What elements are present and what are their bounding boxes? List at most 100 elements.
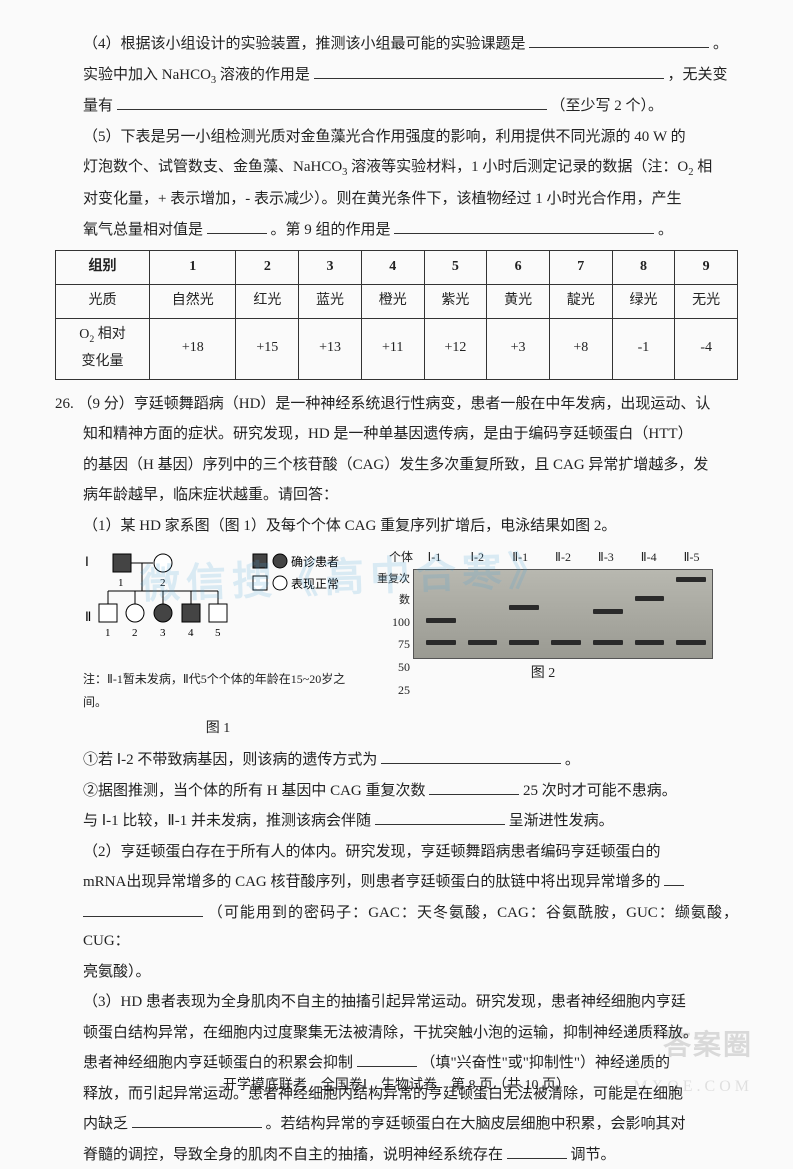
col: Ⅰ-2: [456, 546, 499, 569]
figures-row: Ⅰ 1 2 确诊患者 表现正常 Ⅱ: [83, 546, 738, 742]
col: Ⅰ-1: [413, 546, 456, 569]
svg-text:1: 1: [118, 577, 124, 589]
q4-line3: 量有 （至少写 2 个）。: [55, 92, 738, 121]
svg-text:Ⅰ: Ⅰ: [85, 554, 89, 569]
th: 1: [150, 251, 236, 285]
blank: [664, 871, 684, 886]
blank: [375, 810, 505, 825]
pedigree-chart: Ⅰ 1 2 确诊患者 表现正常 Ⅱ: [83, 546, 353, 666]
th: 4: [361, 251, 424, 285]
t: ①若 Ⅰ-2 不带致病基因，则该病的遗传方式为: [83, 752, 377, 768]
t: mRNA出现异常增多的 CAG 核苷酸序列，则患者亨廷顿蛋白的肽链中将出现异常增…: [83, 874, 661, 890]
blank: [132, 1113, 262, 1128]
th: 7: [549, 251, 612, 285]
q26-3e: 内缺乏 。若结构异常的亨廷顿蛋白在大脑皮层细胞中积累，会影响其对: [55, 1110, 738, 1139]
svg-text:3: 3: [160, 627, 166, 639]
td: -1: [612, 318, 675, 379]
td: 无光: [675, 284, 738, 318]
figure-2: 个体 Ⅰ-1 Ⅰ-2 Ⅱ-1 Ⅱ-2 Ⅱ-3 Ⅱ-4 Ⅱ-5 重复次数 100 …: [373, 546, 713, 687]
light-table: 组别 1 2 3 4 5 6 7 8 9 光质 自然光 红光 蓝光 橙光 紫光 …: [55, 250, 738, 379]
t: 相: [697, 159, 712, 175]
fig2-label: 图 2: [373, 661, 713, 688]
q4-l2a: 实验中加入 NaHCO: [83, 67, 211, 83]
q4-line1: （4）根据该小组设计的实验装置，推测该小组最可能的实验课题是 。: [55, 30, 738, 59]
q26-2a: （2）亨廷顿蛋白存在于所有人的体内。研究发现，亨廷顿舞蹈病患者编码亨廷顿蛋白的: [55, 838, 738, 867]
q4-l3b: （至少写 2 个）。: [551, 98, 664, 114]
col: Ⅱ-5: [670, 546, 713, 569]
td: +3: [487, 318, 550, 379]
td: +12: [424, 318, 487, 379]
blank: [507, 1144, 567, 1159]
td: 红光: [236, 284, 299, 318]
td: -4: [675, 318, 738, 379]
td: O2 相对 变化量: [56, 318, 150, 379]
figure-1: Ⅰ 1 2 确诊患者 表现正常 Ⅱ: [83, 546, 353, 742]
table-row: O2 相对 变化量 +18 +15 +13 +11 +12 +3 +8 -1 -…: [56, 318, 738, 379]
th: 组别: [56, 251, 150, 285]
th: 8: [612, 251, 675, 285]
q4-l2c: ，无关变: [667, 67, 727, 83]
svg-text:确诊患者: 确诊患者: [291, 555, 339, 569]
q26-3a: （3）HD 患者表现为全身肌肉不自主的抽搐引起异常运动。研究发现，患者神经细胞内…: [55, 988, 738, 1017]
yv: 75: [373, 633, 410, 656]
q5-l4: 氧气总量相对值是 。第 9 组的作用是 。: [55, 216, 738, 245]
td: +8: [549, 318, 612, 379]
q26-num: 26.: [55, 396, 74, 412]
blank: [117, 95, 547, 110]
col: Ⅱ-1: [499, 546, 542, 569]
table-row: 光质 自然光 红光 蓝光 橙光 紫光 黄光 靛光 绿光 无光: [56, 284, 738, 318]
yv: 50: [373, 656, 410, 679]
blank: [429, 780, 519, 795]
q26-h3: 的基因（H 基因）序列中的三个核苷酸（CAG）发生多次重复所致，且 CAG 异常…: [55, 451, 738, 480]
th: 2: [236, 251, 299, 285]
q26-head: 26. （9 分）亨廷顿舞蹈病（HD）是一种神经系统退行性病变，患者一般在中年发…: [55, 390, 738, 419]
yv: 100: [373, 611, 410, 634]
svg-text:4: 4: [188, 627, 194, 639]
q26-1-2: ②据图推测，当个体的所有 H 基因中 CAG 重复次数 25 次时才可能不患病。: [55, 777, 738, 806]
t: 。: [565, 752, 580, 768]
t: 灯泡数个、试管数支、金鱼藻、NaHCO: [83, 159, 342, 175]
t: 。: [658, 222, 673, 238]
svg-text:5: 5: [215, 627, 221, 639]
gel-body: 重复次数 100 75 50 25: [373, 569, 713, 659]
th: 6: [487, 251, 550, 285]
q4-l2b: 溶液的作用是: [220, 67, 310, 83]
t: （填"兴奋性"或"抑制性"）神经递质的: [421, 1055, 671, 1071]
gel-yaxis: 重复次数 100 75 50 25: [373, 569, 413, 659]
blank: [394, 219, 654, 234]
q4-l1b: 。: [713, 36, 728, 52]
t: O: [79, 327, 89, 342]
td: 黄光: [487, 284, 550, 318]
th: 5: [424, 251, 487, 285]
t: 相对: [94, 327, 126, 342]
fig1-label: 图 1: [83, 716, 353, 743]
t: 氧气总量相对值是: [83, 222, 203, 238]
t: 调节。: [571, 1147, 616, 1163]
blank: [314, 64, 664, 79]
gel-chart: 个体 Ⅰ-1 Ⅰ-2 Ⅱ-1 Ⅱ-2 Ⅱ-3 Ⅱ-4 Ⅱ-5 重复次数 100 …: [373, 546, 713, 659]
sub3: 3: [342, 167, 347, 178]
svg-text:Ⅱ: Ⅱ: [85, 609, 91, 624]
td: +18: [150, 318, 236, 379]
th: 9: [675, 251, 738, 285]
q26-h2: 知和精神方面的症状。研究发现，HD 是一种单基因遗传病，是由于编码亨廷顿蛋白（H…: [55, 420, 738, 449]
td: +13: [299, 318, 362, 379]
q26-1-3: 与 Ⅰ-1 比较，Ⅱ-1 并未发病，推测该病会伴随 呈渐进性发病。: [55, 807, 738, 836]
q26-2c: （可能用到的密码子：GAC：天冬氨酸，CAG：谷氨酰胺，GUC：缬氨酸，CUG：: [55, 899, 738, 956]
t: 。第 9 组的作用是: [271, 222, 391, 238]
svg-text:2: 2: [160, 577, 166, 589]
q26-3f: 脊髓的调控，导致全身的肌肉不自主的抽搐，说明神经系统存在 调节。: [55, 1141, 738, 1169]
col: Ⅱ-3: [584, 546, 627, 569]
gel-cols: Ⅰ-1 Ⅰ-2 Ⅱ-1 Ⅱ-2 Ⅱ-3 Ⅱ-4 Ⅱ-5: [413, 546, 713, 569]
blank: [529, 33, 709, 48]
td: +15: [236, 318, 299, 379]
td: 自然光: [150, 284, 236, 318]
ylabel-text: 重复次数: [373, 569, 410, 611]
gel-image: [413, 569, 713, 659]
pedigree-note: 注：Ⅱ-1暂未发病，Ⅱ代5个个体的年龄在15~20岁之间。: [83, 668, 353, 714]
td: 光质: [56, 284, 150, 318]
td: +11: [361, 318, 424, 379]
q26-2d: 亮氨酸）。: [55, 958, 738, 987]
td: 橙光: [361, 284, 424, 318]
q26-2b: mRNA出现异常增多的 CAG 核苷酸序列，则患者亨廷顿蛋白的肽链中将出现异常增…: [55, 868, 738, 897]
